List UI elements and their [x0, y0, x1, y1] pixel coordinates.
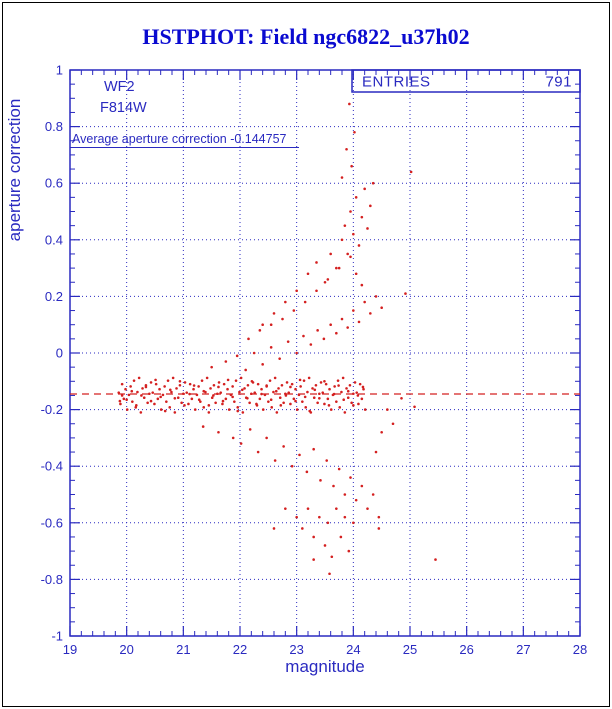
- y-tick-label: -0.4: [41, 459, 63, 474]
- x-tick-label: 19: [63, 642, 77, 657]
- y-tick-label: 1: [56, 63, 63, 78]
- y-tick-label: 0.6: [45, 176, 63, 191]
- y-tick-label: 0.8: [45, 119, 63, 134]
- y-tick-label: -0.8: [41, 572, 63, 587]
- x-tick-label: 22: [233, 642, 247, 657]
- y-tick-label: -1: [51, 629, 63, 644]
- x-tick-label: 24: [346, 642, 360, 657]
- x-tick-label: 20: [119, 642, 133, 657]
- entries-value: 791: [545, 74, 572, 91]
- y-tick-label: 0.4: [45, 232, 63, 247]
- axes: 19 20 21 22 23 24 25 26 27 28 -1 -0.8 -0.6 -0.4 -0.2 0 0…: [41, 63, 588, 658]
- entries-stat-box: [351, 69, 581, 93]
- x-tick-label: 25: [403, 642, 417, 657]
- y-axis-title: aperture correction: [5, 99, 24, 242]
- entries-label: ENTRIES: [362, 74, 431, 91]
- average-correction-label: Average aperture correction -0.144757: [72, 132, 287, 146]
- gridlines: [70, 70, 580, 636]
- y-tick-label: 0: [56, 346, 63, 361]
- x-axis-title: magnitude: [285, 657, 364, 676]
- y-tick-label: -0.6: [41, 515, 63, 530]
- x-tick-label: 27: [516, 642, 530, 657]
- page-title: HSTPHOT: Field ngc6822_u37h02: [142, 24, 469, 49]
- x-tick-label: 28: [573, 642, 587, 657]
- x-tick-label: 26: [459, 642, 473, 657]
- y-tick-label: 0.2: [45, 289, 63, 304]
- y-tick-label: -0.2: [41, 402, 63, 417]
- scatter-points: [117, 102, 437, 576]
- x-tick-label: 23: [289, 642, 303, 657]
- camera-label: WF2: [104, 79, 135, 95]
- filter-label: F814W: [100, 100, 147, 116]
- x-tick-label: 21: [176, 642, 190, 657]
